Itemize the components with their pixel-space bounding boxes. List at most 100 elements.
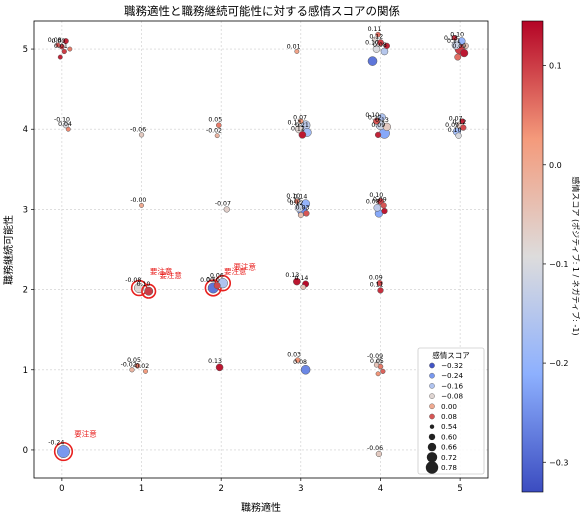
point-value-label: 0.13 — [444, 35, 458, 42]
legend-size-marker — [425, 461, 439, 474]
point-value-label: 0.16 — [206, 276, 220, 283]
point-value-label: 0.11 — [447, 38, 461, 45]
data-point — [55, 42, 61, 48]
point-value-label: 0.13 — [208, 358, 222, 365]
y-tick-label: 1 — [23, 366, 28, 376]
point-value-label: 0.08 — [293, 359, 307, 366]
legend-color-marker — [429, 393, 435, 399]
colorbar-tick-label: 0.1 — [549, 62, 562, 71]
point-value-label: -0.10 — [54, 116, 70, 123]
point-value-label: 0.12 — [291, 125, 305, 132]
legend-color-label: 0.00 — [441, 402, 457, 411]
data-point — [455, 132, 462, 139]
data-point — [303, 210, 310, 217]
data-point — [134, 362, 141, 369]
point-value-label: 0.09 — [369, 274, 383, 281]
data-point — [139, 202, 144, 208]
point-value-label: 0.05 — [208, 117, 222, 124]
x-tick-label: 2 — [218, 484, 223, 494]
data-point — [377, 287, 384, 294]
point-value-label: 0.03 — [296, 205, 310, 212]
point-value-label: 0.01 — [54, 43, 68, 50]
x-tick-label: 1 — [139, 484, 144, 494]
point-labels: -0.24 要注意 -0.100.04 0.08 0.00 0.01 -0.08 要注意 0.1… — [48, 26, 467, 452]
y-axis-label: 職務継続可能性 — [2, 215, 15, 285]
warning-label: 要注意 — [234, 261, 257, 271]
warning-ring — [204, 279, 222, 297]
point-value-label: 0.09 — [445, 122, 459, 129]
legend-color-marker — [429, 383, 435, 389]
data-point — [372, 36, 378, 43]
y-tick-label: 0 — [23, 446, 28, 456]
point-value-label: -0.09 — [367, 353, 383, 360]
legend-color-label: −0.24 — [441, 371, 463, 380]
y-tick-label: 2 — [23, 286, 28, 296]
y-tick-label: 5 — [23, 45, 28, 55]
point-value-label: 0.04 — [58, 121, 72, 128]
colorbar-tick-label: −0.2 — [549, 359, 568, 368]
data-point — [382, 122, 391, 131]
point-value-label: 0.13 — [287, 119, 301, 126]
data-point — [454, 53, 462, 61]
point-value-label: 0.05 — [370, 358, 384, 365]
data-point — [223, 206, 230, 213]
x-tick-label: 4 — [378, 484, 383, 494]
point-value-label: 0.10 — [365, 40, 379, 47]
point-value-label: -0.08 — [125, 277, 141, 284]
x-axis-label: 職務適性 — [241, 501, 281, 514]
y-axis: 0 1 2 3 4 5 — [23, 45, 34, 456]
point-value-label: 0.21 — [295, 122, 309, 129]
data-point — [213, 282, 221, 290]
legend-size-marker — [429, 424, 435, 429]
point-value-label: 0.09 — [452, 43, 466, 50]
data-point — [372, 45, 381, 53]
legend-items: −0.32−0.24−0.16 −0.080.000.080.540.60 0.66… — [425, 361, 463, 474]
point-value-label: 0.10 — [365, 112, 379, 119]
point-value-label: 0.05 — [127, 357, 141, 364]
point-value-label: 0.00 — [200, 277, 214, 284]
point-value-label: -0.02 — [121, 361, 137, 368]
point-value-label: -0.24 — [48, 439, 64, 446]
data-point — [381, 207, 388, 215]
point-value-label: 0.07 — [293, 115, 307, 122]
data-point — [300, 364, 311, 375]
y-tick-label: 3 — [23, 205, 28, 215]
colorbar-label: 感情スコア (ポジティブ: 1 / ネガティブ: -1) — [571, 176, 581, 335]
point-value-label: 0.08 — [366, 198, 380, 205]
point-value-label: 0.08 — [48, 37, 62, 44]
warning-label: 要注意 — [150, 266, 173, 276]
data-point — [373, 117, 380, 125]
data-points — [53, 31, 469, 462]
legend-size-label: 0.54 — [441, 422, 457, 431]
point-value-label: 0.13 — [375, 117, 389, 124]
data-point — [376, 280, 383, 287]
data-point — [380, 368, 386, 374]
grid-lines — [34, 21, 488, 478]
data-point — [459, 48, 469, 58]
data-point — [294, 49, 300, 54]
chart-title: 職務適性と職務継続可能性に対する感情スコアの関係 — [124, 4, 400, 18]
data-point — [460, 124, 467, 131]
data-point — [65, 126, 71, 132]
warning-label: 要注意 — [74, 428, 97, 438]
legend: 感情スコア −0.32−0.24−0.16−0.080.000.080.540.… — [417, 347, 485, 475]
legend-size-label: 0.72 — [441, 453, 457, 462]
x-tick-label: 0 — [59, 484, 64, 494]
data-point — [138, 132, 145, 138]
data-point — [383, 42, 390, 49]
colorbar-ticks: 0.1 0.0 −0.1 −0.2 −0.3 — [543, 62, 568, 467]
legend-color-marker — [429, 372, 435, 379]
data-point — [374, 131, 382, 138]
point-value-label: 0.13 — [285, 272, 299, 279]
data-point — [373, 362, 380, 368]
plot-area — [33, 20, 489, 479]
warning-ring — [53, 441, 74, 462]
data-point — [375, 371, 381, 377]
data-point — [298, 118, 304, 125]
data-point — [367, 56, 378, 66]
point-value-label: -0.02 — [206, 127, 222, 134]
point-value-label: 0.11 — [368, 26, 382, 33]
x-tick-label: 5 — [457, 484, 462, 494]
point-value-label: 0.12 — [290, 200, 304, 207]
